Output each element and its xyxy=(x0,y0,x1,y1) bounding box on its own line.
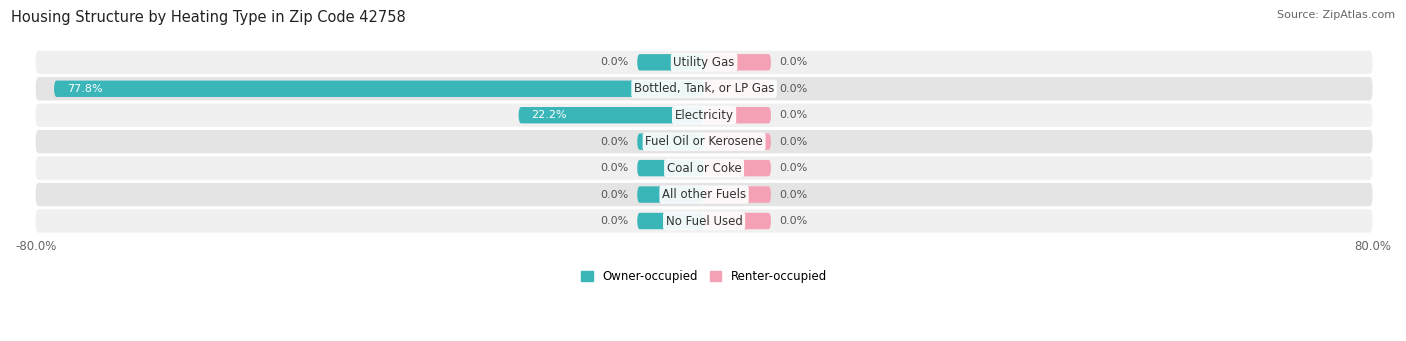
FancyBboxPatch shape xyxy=(637,133,704,150)
Text: 0.0%: 0.0% xyxy=(779,163,807,173)
FancyBboxPatch shape xyxy=(35,130,1372,153)
Text: 0.0%: 0.0% xyxy=(779,57,807,67)
Text: 77.8%: 77.8% xyxy=(66,84,103,94)
FancyBboxPatch shape xyxy=(637,187,704,203)
FancyBboxPatch shape xyxy=(53,80,704,97)
Text: No Fuel Used: No Fuel Used xyxy=(665,214,742,227)
Text: 22.2%: 22.2% xyxy=(531,110,567,120)
Text: Housing Structure by Heating Type in Zip Code 42758: Housing Structure by Heating Type in Zip… xyxy=(11,10,406,25)
Text: 0.0%: 0.0% xyxy=(600,216,628,226)
Text: Fuel Oil or Kerosene: Fuel Oil or Kerosene xyxy=(645,135,763,148)
FancyBboxPatch shape xyxy=(35,104,1372,127)
Text: Electricity: Electricity xyxy=(675,109,734,122)
Text: 0.0%: 0.0% xyxy=(779,137,807,147)
Text: Bottled, Tank, or LP Gas: Bottled, Tank, or LP Gas xyxy=(634,82,775,95)
FancyBboxPatch shape xyxy=(35,183,1372,206)
Text: All other Fuels: All other Fuels xyxy=(662,188,747,201)
Text: Source: ZipAtlas.com: Source: ZipAtlas.com xyxy=(1277,10,1395,20)
FancyBboxPatch shape xyxy=(35,51,1372,74)
FancyBboxPatch shape xyxy=(704,107,770,123)
Text: 0.0%: 0.0% xyxy=(779,110,807,120)
FancyBboxPatch shape xyxy=(704,54,770,71)
FancyBboxPatch shape xyxy=(519,107,704,123)
Text: 0.0%: 0.0% xyxy=(600,190,628,199)
Text: 0.0%: 0.0% xyxy=(600,137,628,147)
Legend: Owner-occupied, Renter-occupied: Owner-occupied, Renter-occupied xyxy=(576,265,832,287)
FancyBboxPatch shape xyxy=(704,187,770,203)
FancyBboxPatch shape xyxy=(35,209,1372,233)
FancyBboxPatch shape xyxy=(35,77,1372,100)
FancyBboxPatch shape xyxy=(637,160,704,176)
FancyBboxPatch shape xyxy=(637,54,704,71)
Text: 0.0%: 0.0% xyxy=(779,216,807,226)
FancyBboxPatch shape xyxy=(704,160,770,176)
FancyBboxPatch shape xyxy=(637,213,704,229)
FancyBboxPatch shape xyxy=(704,80,770,97)
FancyBboxPatch shape xyxy=(704,213,770,229)
Text: 0.0%: 0.0% xyxy=(600,163,628,173)
Text: Coal or Coke: Coal or Coke xyxy=(666,162,741,175)
Text: 0.0%: 0.0% xyxy=(600,57,628,67)
FancyBboxPatch shape xyxy=(35,157,1372,180)
FancyBboxPatch shape xyxy=(704,133,770,150)
Text: 0.0%: 0.0% xyxy=(779,190,807,199)
Text: Utility Gas: Utility Gas xyxy=(673,56,735,69)
Text: 0.0%: 0.0% xyxy=(779,84,807,94)
